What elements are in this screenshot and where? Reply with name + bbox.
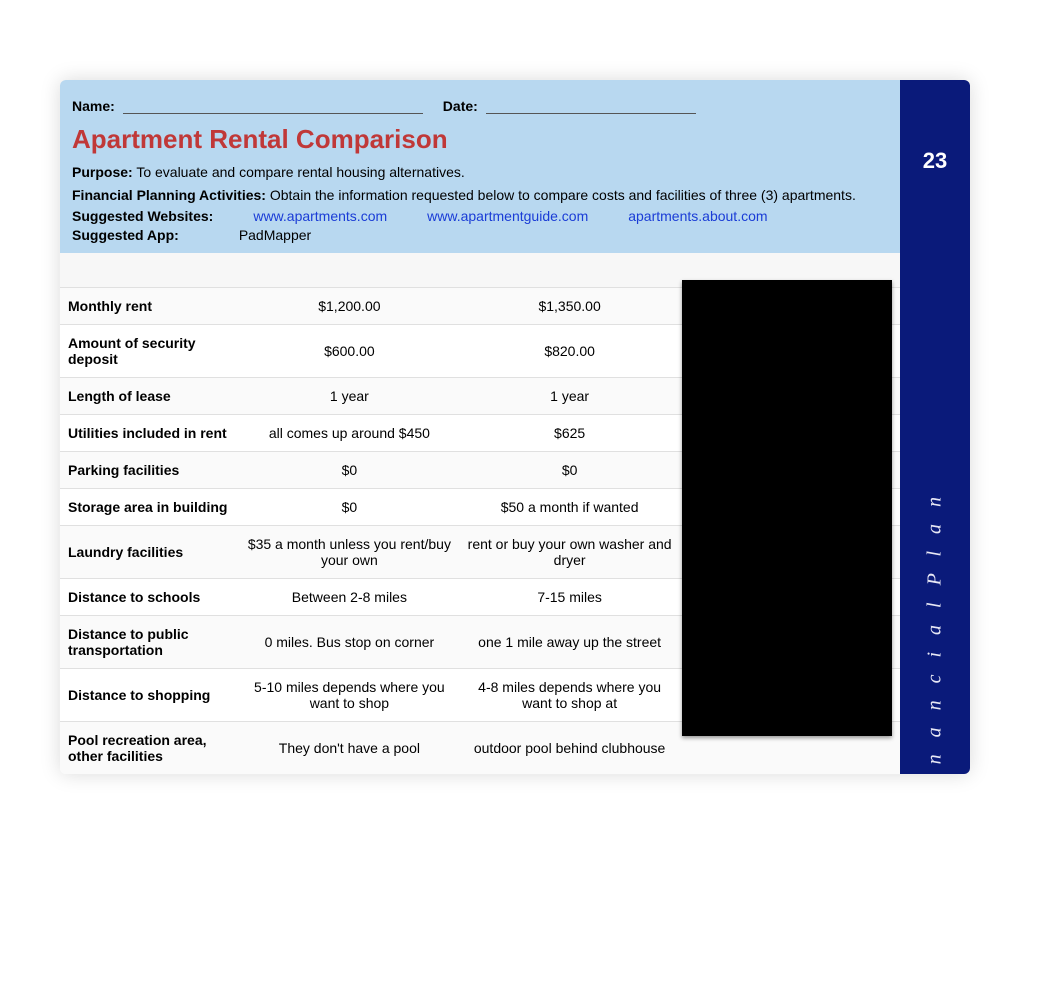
purpose-label: Purpose: <box>72 164 133 180</box>
website-link-2[interactable]: www.apartmentguide.com <box>427 208 588 224</box>
row-label: Distance to public transportation <box>60 616 239 669</box>
website-link-1[interactable]: www.apartments.com <box>253 208 387 224</box>
fpa-label: Financial Planning Activities: <box>72 187 266 203</box>
content-area: Name: Date: Apartment Rental Comparison … <box>60 80 970 774</box>
apt-b-value: 7-15 miles <box>460 579 680 616</box>
apt-a-value: 0 miles. Bus stop on corner <box>239 616 459 669</box>
row-label: Amount of security deposit <box>60 325 239 378</box>
row-label: Parking facilities <box>60 452 239 489</box>
name-field: Name: <box>72 98 423 114</box>
apt-a-value: $0 <box>239 452 459 489</box>
name-label: Name: <box>72 98 115 114</box>
app-value: PadMapper <box>239 227 311 243</box>
date-field: Date: <box>443 98 696 114</box>
name-input-line[interactable] <box>123 98 423 114</box>
apt-a-value: Between 2-8 miles <box>239 579 459 616</box>
page-title: Apartment Rental Comparison <box>72 124 888 155</box>
apt-a-value: $0 <box>239 489 459 526</box>
apt-b-value: one 1 mile away up the street <box>460 616 680 669</box>
row-label: Utilities included in rent <box>60 415 239 452</box>
apt-b-value: $50 a month if wanted <box>460 489 680 526</box>
row-label: Length of lease <box>60 378 239 415</box>
apt-b-value: $625 <box>460 415 680 452</box>
row-label: Storage area in building <box>60 489 239 526</box>
apt-a-value: 1 year <box>239 378 459 415</box>
website-link-3[interactable]: apartments.about.com <box>628 208 767 224</box>
row-label: Monthly rent <box>60 288 239 325</box>
purpose-line: Purpose: To evaluate and compare rental … <box>72 163 888 183</box>
row-label: Distance to shopping <box>60 669 239 722</box>
websites-row: Suggested Websites: www.apartments.com w… <box>72 208 888 224</box>
apt-b-value: $1,350.00 <box>460 288 680 325</box>
date-input-line[interactable] <box>486 98 696 114</box>
worksheet-page: Name: Date: Apartment Rental Comparison … <box>60 80 970 774</box>
apt-a-value: $600.00 <box>239 325 459 378</box>
app-label: Suggested App: <box>72 227 179 243</box>
apt-b-value: $820.00 <box>460 325 680 378</box>
date-label: Date: <box>443 98 478 114</box>
fpa-text: Obtain the information requested below t… <box>270 187 856 203</box>
apt-a-value: $35 a month unless you rent/buy your own <box>239 526 459 579</box>
apt-a-value: all comes up around $450 <box>239 415 459 452</box>
apt-b-value: 4-8 miles depends where you want to shop… <box>460 669 680 722</box>
sidebar: 23 n a n c i a l P l a n <box>900 80 970 774</box>
apt-a-value: $1,200.00 <box>239 288 459 325</box>
sheet-number: 23 <box>900 80 970 174</box>
app-row: Suggested App: PadMapper <box>72 227 888 243</box>
apt-b-value: 1 year <box>460 378 680 415</box>
redaction-overlay <box>682 280 892 736</box>
sidebar-vertical-label: n a n c i a l P l a n <box>924 491 947 764</box>
row-label: Distance to schools <box>60 579 239 616</box>
apt-a-value: They don't have a pool <box>239 722 459 775</box>
apt-a-value: 5-10 miles depends where you want to sho… <box>239 669 459 722</box>
apt-b-value: $0 <box>460 452 680 489</box>
websites-label: Suggested Websites: <box>72 208 213 224</box>
row-label: Laundry facilities <box>60 526 239 579</box>
apt-b-value: outdoor pool behind clubhouse <box>460 722 680 775</box>
purpose-text: To evaluate and compare rental housing a… <box>136 164 464 180</box>
apt-b-value: rent or buy your own washer and dryer <box>460 526 680 579</box>
header-block: Name: Date: Apartment Rental Comparison … <box>60 80 900 253</box>
row-label: Pool recreation area, other facilities <box>60 722 239 775</box>
fpa-line: Financial Planning Activities: Obtain th… <box>72 186 888 206</box>
